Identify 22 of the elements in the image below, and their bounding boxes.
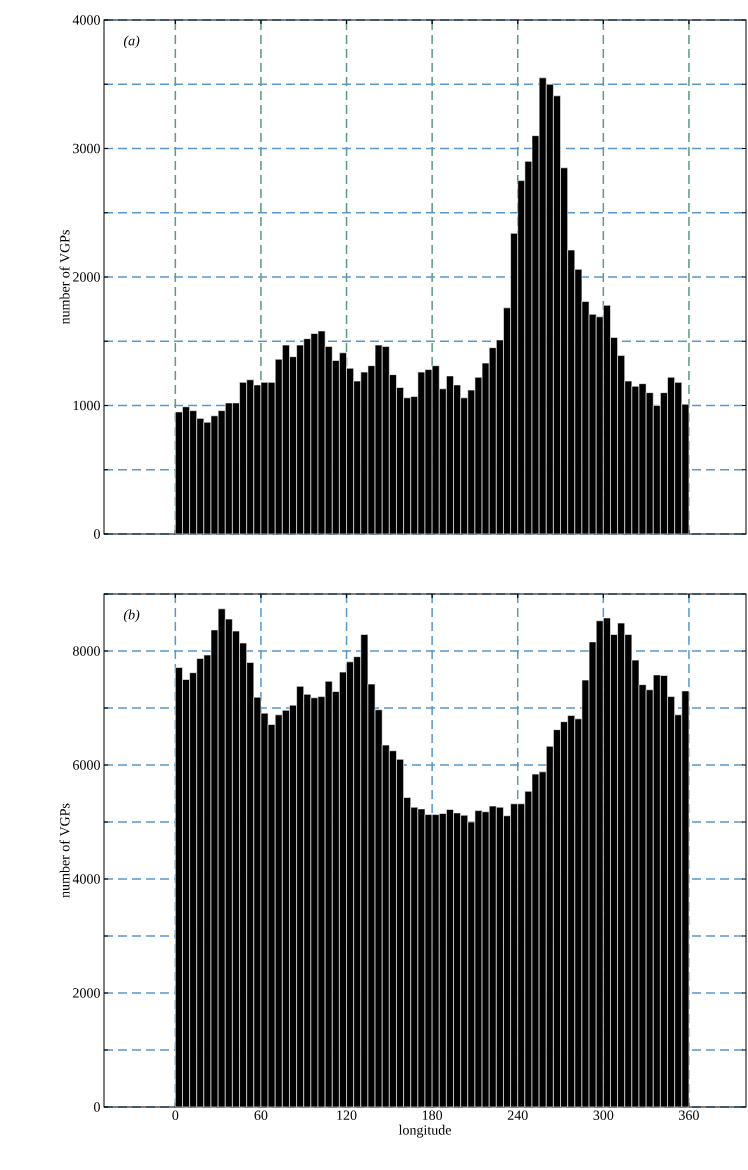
annotation: (b) (123, 609, 140, 623)
y-tick-label: 2000 (73, 988, 100, 998)
x-tick-label: 60 (254, 1110, 268, 1120)
x-tick-label: 360 (679, 1110, 699, 1120)
x-tick-label: 300 (593, 1110, 614, 1120)
y-tick-label: 1000 (73, 400, 100, 411)
y-tick-label: 6000 (73, 760, 100, 770)
x-tick-label: 180 (422, 1110, 443, 1120)
y-tick-label: 4000 (72, 874, 100, 884)
y-tick-label: 3000 (73, 143, 100, 154)
x-tick-label: 0 (172, 1110, 179, 1120)
x-tick-label: 120 (337, 1110, 357, 1120)
y-tick-label: 2000 (73, 272, 100, 282)
x-axis-title: longitude (398, 1124, 451, 1138)
y-axis-title: number of VGPs (59, 230, 70, 325)
y-axis-title: number of VGPs (59, 803, 70, 898)
y-tick-label: 0 (94, 1102, 100, 1112)
annotation: (a) (123, 35, 140, 49)
y-tick-label: 4000 (72, 15, 100, 25)
y-tick-label: 0 (94, 529, 100, 539)
x-tick-label: 240 (507, 1110, 528, 1120)
y-tick-label: 8000 (73, 646, 100, 656)
